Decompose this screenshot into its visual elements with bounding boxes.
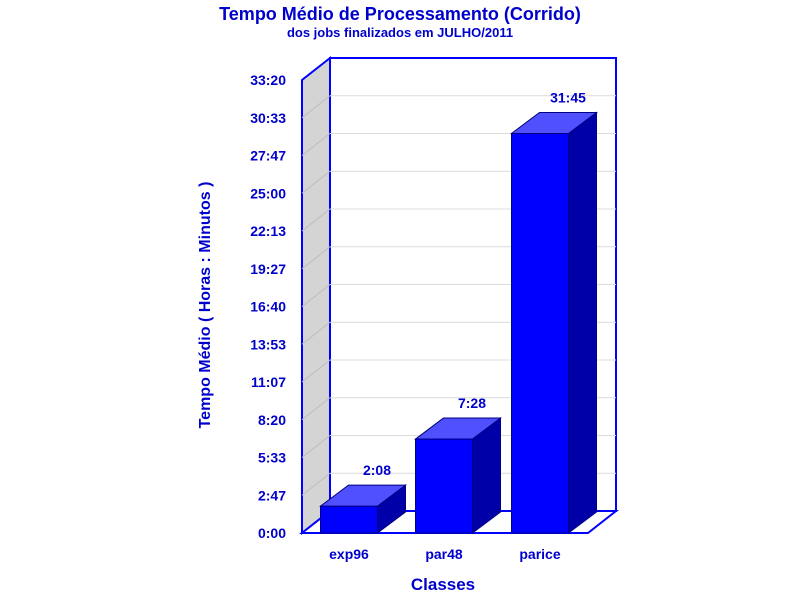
bar-value-label: 2:08 (363, 462, 391, 478)
bar-value-label: 7:28 (458, 395, 486, 411)
y-tick-label: 2:47 (258, 487, 286, 503)
y-tick-label: 33:20 (250, 72, 286, 88)
bar-top (319, 484, 407, 507)
y-tick-label: 0:00 (258, 525, 286, 541)
bar-value-label: 31:45 (550, 89, 586, 105)
x-tick-label: parice (519, 546, 560, 562)
y-tick-label: 30:33 (250, 110, 286, 126)
y-tick-label: 5:33 (258, 450, 286, 466)
chart-subtitle: dos jobs finalizados em JULHO/2011 (287, 25, 513, 40)
bar (415, 438, 473, 534)
y-axis-label: Tempo Médio ( Horas : Minutos ) (197, 182, 214, 429)
bar-top (414, 417, 502, 440)
bar (320, 505, 378, 534)
x-axis-label: Classes (411, 575, 475, 594)
gridline-side (301, 397, 331, 421)
gridline-side (301, 321, 331, 345)
x-tick-label: par48 (425, 546, 463, 562)
y-tick-label: 19:27 (250, 261, 286, 277)
gridline-side (301, 246, 331, 270)
plot-area: 0:00 2:47 5:33 8:20 11:07 13:53 16:40 19:27 22:1… (250, 55, 619, 562)
gridline-side (301, 95, 331, 119)
gridline-side (301, 170, 331, 194)
y-tick-label: 25:00 (250, 185, 286, 201)
gridline-side (301, 435, 331, 458)
chart-title: Tempo Médio de Processamento (Corrido) (219, 4, 581, 24)
y-tick-label: 13:53 (250, 336, 286, 352)
y-tick-label: 27:47 (250, 148, 286, 164)
y-tick-label: 8:20 (258, 412, 286, 428)
x-tick-label: exp96 (329, 546, 369, 562)
bar (511, 132, 569, 534)
gridline-side (301, 133, 331, 156)
y-tick-label: 16:40 (250, 299, 286, 315)
y-tick-label: 22:13 (250, 223, 286, 239)
gridline-side (301, 284, 331, 307)
bar-top (510, 111, 598, 134)
bar-side (568, 111, 597, 534)
gridline-side (301, 359, 331, 383)
y-tick-label: 11:07 (251, 374, 286, 390)
gridline-side (301, 208, 331, 232)
gridline-side (301, 472, 331, 496)
